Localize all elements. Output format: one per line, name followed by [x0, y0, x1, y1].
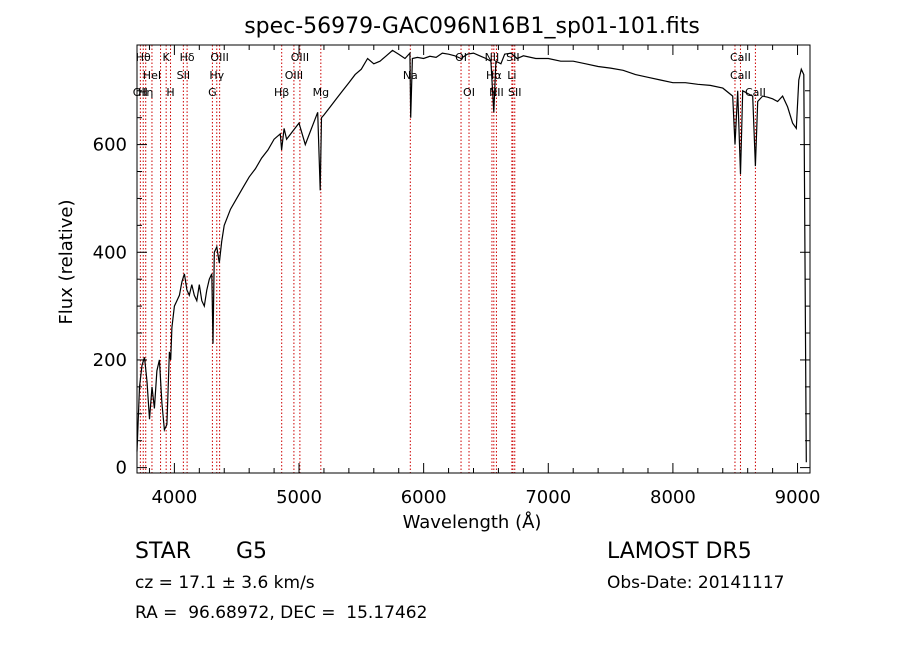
line-marker-label-20: NII	[489, 86, 504, 99]
x-tick-label-8000: 8000	[650, 487, 696, 508]
x-tick-label-7000: 7000	[525, 487, 571, 508]
line-marker-label-1: Hθ	[136, 51, 151, 64]
line-marker-label-4: K	[163, 51, 171, 64]
line-marker-label-8: G	[208, 86, 217, 99]
observation-date: Obs-Date: 20141117	[607, 573, 785, 593]
line-marker-label-26: CaII	[745, 86, 766, 99]
line-marker-label-9: Hγ	[209, 69, 224, 82]
line-marker-label-21: Li	[507, 69, 516, 82]
object-class: STAR	[135, 539, 192, 564]
redshift-velocity: cz = 17.1 ± 3.6 km/s	[135, 573, 315, 593]
y-axis-label: Flux (relative)	[56, 199, 77, 324]
chart-title: spec-56979-GAC096N16B1_sp01-101.fits	[244, 14, 700, 39]
line-marker-label-10: OIII	[210, 51, 228, 64]
x-axis-ticks: 4000 5000 6000 7000 8000 9000	[148, 45, 821, 508]
line-marker-label-11: Hβ	[274, 86, 289, 99]
x-axis-label: Wavelength (Å)	[403, 511, 542, 533]
line-marker-label-24: CaII	[730, 51, 751, 64]
line-marker-label-23: SII	[508, 86, 521, 99]
line-marker-label-6: SII	[177, 69, 190, 82]
line-marker-label-14: Mg	[313, 86, 329, 99]
x-tick-label-6000: 6000	[401, 487, 447, 508]
x-tick-label-9000: 9000	[775, 487, 821, 508]
spectrum-line	[136, 49, 807, 463]
line-marker-label-12: OIII	[285, 69, 303, 82]
line-marker-label-3: HeI	[143, 69, 161, 82]
object-subclass: G5	[236, 539, 268, 564]
y-tick-label-600: 600	[93, 135, 127, 156]
y-tick-label-200: 200	[93, 350, 127, 371]
line-marker-label-7: Hδ	[180, 51, 195, 64]
line-markers	[139, 45, 756, 473]
y-tick-label-0: 0	[116, 458, 127, 479]
x-tick-label-4000: 4000	[151, 487, 197, 508]
y-axis-ticks: 0 200 400 600	[93, 90, 810, 479]
survey-name: LAMOST DR5	[607, 539, 752, 564]
x-tick-label-5000: 5000	[276, 487, 322, 508]
plot-frame	[136, 44, 811, 474]
line-marker-label-19: Hα	[486, 69, 502, 82]
line-marker-label-17: OI	[463, 86, 475, 99]
line-marker-label-16: OI	[455, 51, 467, 64]
line-marker-label-13: OIII	[291, 51, 309, 64]
sky-coordinates: RA = 96.68972, DEC = 15.17462	[135, 603, 428, 623]
line-marker-label-2: Hη	[138, 86, 153, 99]
line-marker-label-22: SII	[506, 51, 519, 64]
y-tick-label-400: 400	[93, 242, 127, 263]
line-marker-labels: OIIHθHηHeIKHSIIHδGHγOIIIHβOIIIOIIIMgNaOI…	[133, 51, 766, 99]
line-marker-label-25: CaII	[730, 69, 751, 82]
line-marker-label-5: H	[166, 86, 174, 99]
